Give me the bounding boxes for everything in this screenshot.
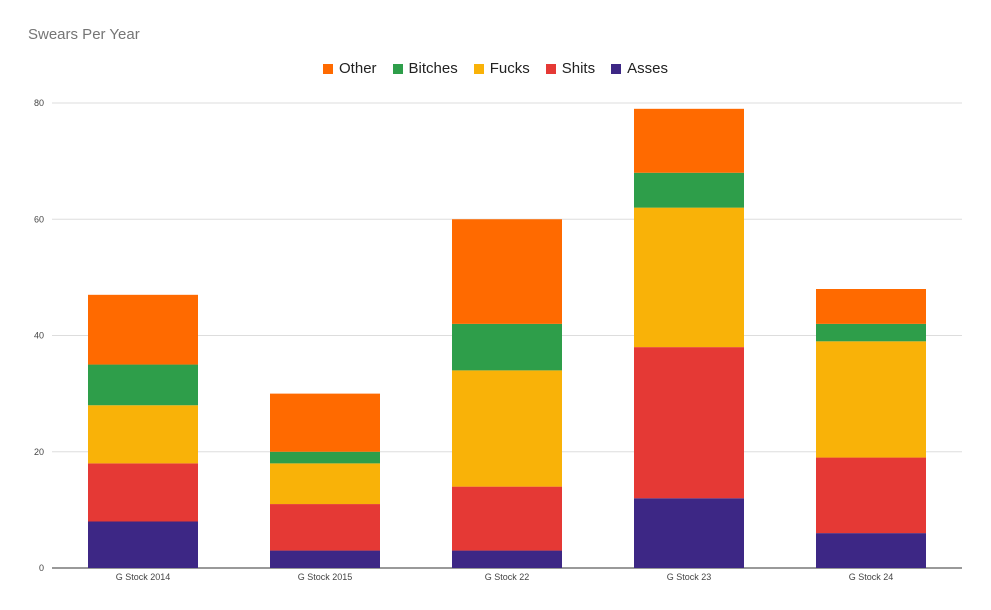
legend-item-other: Other	[323, 60, 377, 77]
legend-item-fucks: Fucks	[473, 60, 530, 77]
legend-swatch	[323, 63, 334, 74]
legend-swatch	[392, 63, 403, 74]
bar-segment-bitches	[452, 323, 562, 371]
bar-segment-shits	[816, 457, 926, 534]
bar-segment-bitches	[634, 172, 744, 208]
x-tick-label: G Stock 2014	[116, 572, 171, 582]
legend-label: Shits	[561, 60, 596, 77]
legend-item-bitches: Bitches	[392, 60, 458, 77]
bar-segment-asses	[270, 550, 380, 568]
y-tick-label: 60	[34, 214, 44, 224]
legend-label: Fucks	[489, 60, 530, 77]
legend-label: Asses	[627, 60, 668, 77]
legend-item-asses: Asses	[611, 60, 668, 77]
legend-item-shits: Shits	[545, 60, 596, 77]
bar-segment-shits	[88, 463, 198, 522]
bar-segment-other	[452, 219, 562, 324]
bar-segment-other	[270, 393, 380, 452]
legend-label: Other	[339, 60, 377, 77]
bar-segment-other	[88, 294, 198, 365]
bar-segment-asses	[452, 550, 562, 568]
x-tick-label: G Stock 23	[667, 572, 712, 582]
legend-swatch	[611, 63, 622, 74]
bar-segment-other	[816, 289, 926, 324]
y-tick-label: 20	[34, 447, 44, 457]
x-tick-label: G Stock 2015	[298, 572, 353, 582]
bar-segment-fucks	[88, 405, 198, 464]
legend: Other Bitches Fucks Shits Asses	[0, 60, 991, 77]
bar-segment-shits	[634, 347, 744, 499]
bar-segment-fucks	[270, 463, 380, 505]
legend-swatch	[473, 63, 484, 74]
bar-segment-asses	[88, 521, 198, 568]
chart-title: Swears Per Year	[28, 26, 140, 43]
bar-segment-bitches	[88, 364, 198, 406]
bar-segment-asses	[634, 498, 744, 568]
bar-segment-bitches	[270, 451, 380, 464]
bar-segment-asses	[816, 533, 926, 568]
bar-segment-bitches	[816, 323, 926, 342]
bar-segment-fucks	[816, 341, 926, 458]
x-tick-label: G Stock 24	[849, 572, 894, 582]
y-tick-label: 40	[34, 331, 44, 341]
y-tick-label: 0	[39, 563, 44, 573]
bar-segment-fucks	[452, 370, 562, 487]
bar-segment-shits	[270, 504, 380, 551]
bar-segment-shits	[452, 486, 562, 551]
bar-segment-other	[634, 108, 744, 173]
bar-segment-fucks	[634, 207, 744, 348]
legend-swatch	[545, 63, 556, 74]
x-tick-label: G Stock 22	[485, 572, 530, 582]
legend-label: Bitches	[408, 60, 458, 77]
y-tick-label: 80	[34, 98, 44, 108]
